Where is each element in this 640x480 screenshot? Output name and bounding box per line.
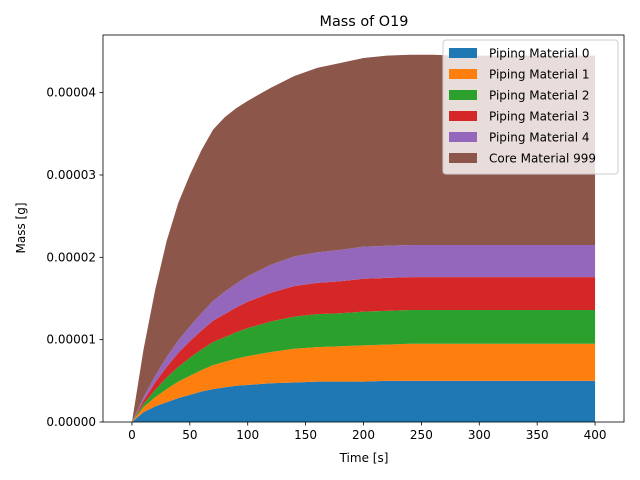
x-tick-label: 100 bbox=[236, 428, 259, 442]
y-axis-title: Mass [g] bbox=[14, 202, 28, 253]
area-piping-material-4 bbox=[131, 244, 596, 422]
legend-swatch bbox=[449, 111, 477, 121]
legend-label: Piping Material 1 bbox=[489, 68, 590, 82]
x-tick-label: 350 bbox=[526, 428, 549, 442]
legend-swatch bbox=[449, 48, 477, 58]
chart-title: Mass of O19 bbox=[320, 14, 409, 30]
area-piping-material-0 bbox=[131, 380, 596, 422]
y-tick-label: 0.00004 bbox=[46, 86, 96, 100]
legend-label: Piping Material 4 bbox=[489, 131, 590, 145]
legend-swatch bbox=[449, 90, 477, 100]
x-tick-label: 300 bbox=[468, 428, 491, 442]
legend-label: Piping Material 2 bbox=[489, 89, 590, 103]
legend-swatch bbox=[449, 69, 477, 79]
x-tick-label: 150 bbox=[294, 428, 317, 442]
x-tick-label: 50 bbox=[182, 428, 197, 442]
x-axis-ticks: 0 50 100 150 200 250 300 350 400 bbox=[128, 422, 607, 442]
area-piping-material-1 bbox=[131, 343, 596, 422]
legend: Piping Material 0 Piping Material 1 Piping… bbox=[442, 39, 619, 175]
legend-label: Core Material 999 bbox=[489, 152, 596, 166]
x-tick-label: 400 bbox=[584, 428, 607, 442]
area-piping-material-3 bbox=[131, 277, 596, 422]
legend-box bbox=[442, 39, 619, 175]
x-tick-label: 200 bbox=[352, 428, 375, 442]
area-piping-material-2 bbox=[131, 310, 596, 422]
y-tick-label: 0.00000 bbox=[46, 415, 96, 429]
y-tick-label: 0.00003 bbox=[46, 168, 96, 182]
legend-swatch bbox=[449, 132, 477, 142]
legend-label: Piping Material 3 bbox=[489, 110, 590, 124]
x-axis-title: Time [s] bbox=[339, 451, 389, 465]
x-tick-label: 0 bbox=[128, 428, 136, 442]
x-tick-label: 250 bbox=[410, 428, 433, 442]
y-tick-label: 0.00001 bbox=[46, 333, 96, 347]
y-axis-ticks: 0.00000 0.00001 0.00002 0.00003 0.00004 bbox=[46, 86, 103, 429]
legend-label: Piping Material 0 bbox=[489, 47, 590, 61]
y-tick-label: 0.00002 bbox=[46, 250, 96, 264]
legend-swatch bbox=[449, 153, 477, 163]
